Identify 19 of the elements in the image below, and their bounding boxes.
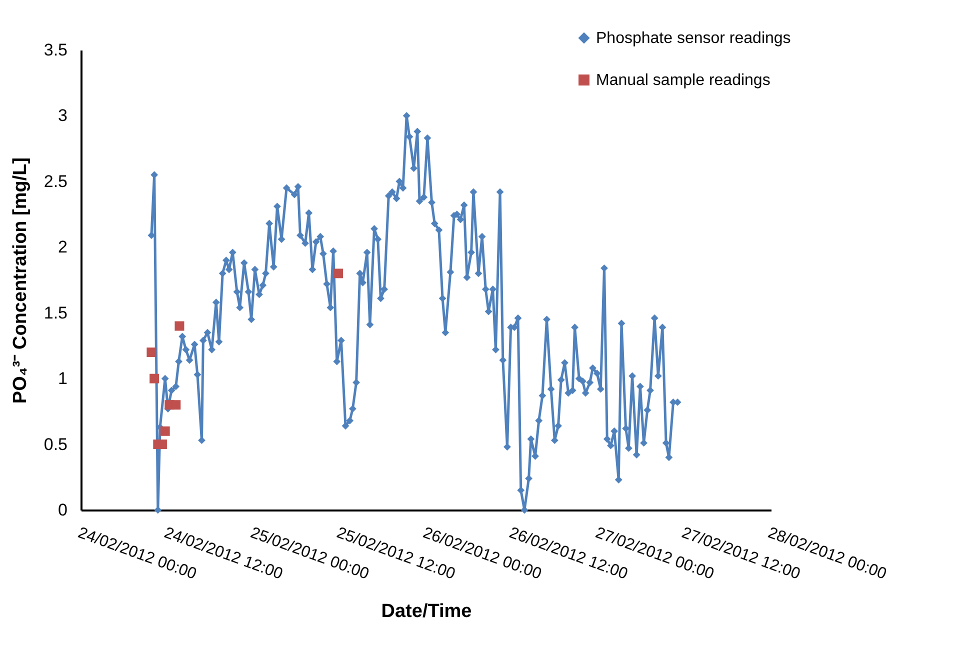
y-tick-label: 1.5	[44, 303, 68, 322]
point	[150, 374, 160, 384]
x-axis-title: Date/Time	[381, 601, 472, 622]
y-tick-label: 0.5	[44, 434, 68, 454]
y-tick-label: 3.5	[44, 40, 68, 60]
point	[160, 426, 170, 436]
point	[174, 321, 184, 331]
y-tick-label: 1	[58, 369, 68, 388]
y-axis-title: PO₄³⁻ Concentration [mg/L]	[10, 157, 31, 404]
y-tick-label: 0	[58, 500, 68, 520]
legend-label: Manual sample readings	[596, 72, 770, 89]
legend-label: Phosphate sensor readings	[596, 30, 791, 47]
point	[171, 400, 181, 410]
y-tick-label: 3	[58, 106, 68, 126]
point	[146, 348, 156, 358]
y-tick-label: 2	[58, 238, 68, 257]
point	[157, 440, 167, 450]
y-tick-label: 2.5	[44, 172, 68, 191]
point	[334, 268, 344, 278]
